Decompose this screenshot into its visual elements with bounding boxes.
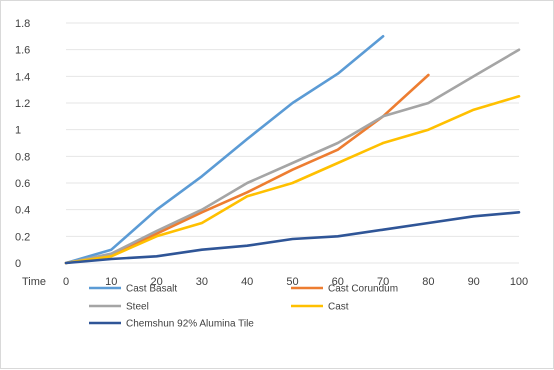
y-tick-label: 1.4 [15,71,30,83]
legend-entry: Cast Corundum [328,284,398,295]
x-axis-label: Time [22,276,46,288]
legend: Cast Basalt Cast Corundum Steel Cast Chemshu… [89,284,398,330]
series-line [64,73,430,265]
y-tick-label: 0.8 [15,151,30,163]
x-axis-ticks: Time 0 10 20 30 40 50 60 70 80 90 100 [22,276,528,288]
y-tick-label: 1 [15,125,21,137]
x-tick-label: 20 [150,276,162,288]
series-line [64,95,521,265]
legend-entry: Cast Basalt [126,284,177,295]
legend-entry: Cast [328,302,349,313]
y-tick-label: 1.6 [15,45,30,57]
series-line [64,211,521,265]
legend-entry: Steel [126,302,149,313]
x-tick-label: 10 [105,276,117,288]
x-tick-label: 70 [377,276,389,288]
x-tick-label: 90 [468,276,480,288]
x-tick-label: 50 [286,276,298,288]
x-tick-label: 30 [196,276,208,288]
y-tick-label: 0.4 [15,205,30,217]
x-tick-label: 0 [63,276,69,288]
x-tick-label: 100 [510,276,528,288]
y-tick-label: 1.2 [15,98,30,110]
x-tick-label: 60 [332,276,344,288]
y-axis-ticks: 0 0.2 0.4 0.6 0.8 1 1.2 1.4 1.6 1.8 [15,18,30,270]
y-tick-label: 1.8 [15,18,30,30]
series-lines [64,34,521,265]
y-tick-label: 0.2 [15,231,30,243]
x-tick-label: 40 [241,276,253,288]
gridlines [66,22,519,264]
legend-entry: Chemshun 92% Alumina Tile [126,319,254,330]
series-line [64,34,385,265]
x-tick-label: 80 [422,276,434,288]
y-tick-label: 0 [15,258,21,270]
series-line [64,48,521,265]
y-tick-label: 0.6 [15,178,30,190]
